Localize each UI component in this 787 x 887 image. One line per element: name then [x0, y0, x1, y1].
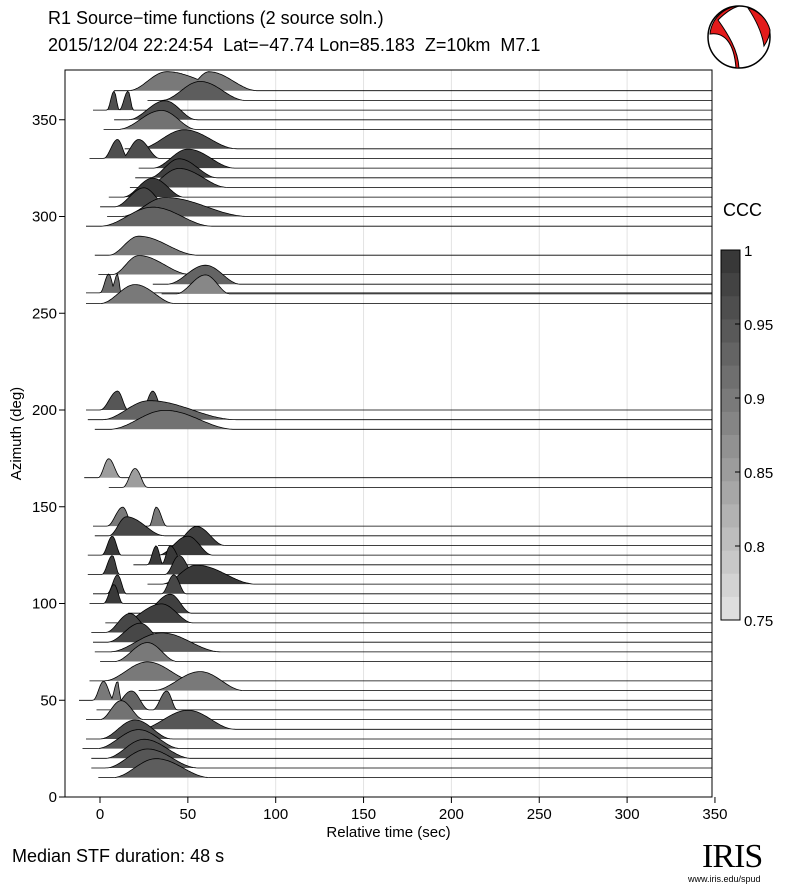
colorbar-segment: [721, 319, 740, 343]
colorbar-segment: [721, 250, 740, 274]
colorbar-title: CCC: [723, 200, 762, 220]
stf-trace: [93, 90, 712, 111]
colorbar-tick-label: 0.8: [744, 539, 765, 556]
stf-trace: [84, 458, 712, 479]
stf-trace: [158, 526, 712, 546]
stf-trace: [103, 110, 712, 130]
colorbar: 1 0.95 0.9 0.85 0.8 0.75: [720, 243, 773, 630]
y-tick-label: 350: [32, 112, 57, 129]
colorbar-segment: [721, 342, 740, 367]
y-tick-label: 250: [32, 305, 57, 322]
colorbar-tick-label: 1: [744, 243, 752, 260]
stf-trace: [108, 468, 712, 488]
event-info: 2015/12/04 22:24:54 Lat=−47.74 Lon=85.18…: [48, 35, 541, 55]
trace-group: [79, 71, 712, 778]
y-tick-label: 50: [40, 692, 57, 709]
colorbar-segment: [721, 573, 740, 598]
axes: 0 50 100 150 200 250 300 350 0 50 100 150 200 250 300 3…: [8, 112, 727, 841]
colorbar-tick-label: 0.85: [744, 465, 773, 482]
stf-trace: [133, 545, 712, 566]
stf-trace: [91, 613, 712, 633]
stf-trace: [98, 758, 712, 778]
colorbar-frame: [720, 249, 741, 621]
x-tick-label: 300: [615, 806, 640, 823]
y-tick-label: 150: [32, 499, 57, 516]
y-tick-label: 200: [32, 402, 57, 419]
x-tick-label: 50: [180, 806, 197, 823]
stf-trace: [86, 206, 712, 227]
stf-trace: [86, 284, 712, 304]
colorbar-segment: [721, 273, 740, 297]
y-tick-label: 100: [32, 596, 57, 613]
x-tick-label: 200: [439, 806, 464, 823]
x-tick-label: 0: [96, 806, 104, 823]
beachball-icon: [707, 5, 771, 69]
stf-trace: [114, 71, 712, 92]
colorbar-segment: [721, 504, 740, 528]
colorbar-segment: [721, 550, 740, 575]
x-tick-label: 100: [263, 806, 288, 823]
colorbar-segment: [721, 411, 740, 436]
median-duration-label: Median STF duration: 48 s: [12, 846, 225, 866]
stf-trace: [124, 129, 712, 150]
plot-frame: [64, 69, 713, 798]
stf-trace: [89, 139, 712, 159]
stf-trace: [94, 410, 712, 430]
chart-title: R1 Source−time functions (2 source soln.…: [48, 8, 384, 28]
iris-url: www.iris.edu/spud: [688, 874, 761, 884]
stf-trace: [94, 235, 712, 256]
colorbar-tick-label: 0.9: [744, 391, 765, 408]
stf-trace: [161, 274, 712, 295]
colorbar-segment: [721, 458, 740, 482]
x-tick-label: 250: [527, 806, 552, 823]
stf-trace: [86, 700, 712, 720]
stf-trace: [89, 584, 712, 604]
colorbar-segment: [721, 296, 740, 320]
stf-trace: [138, 671, 712, 691]
colorbar-segment: [721, 481, 740, 505]
y-axis-label: Azimuth (deg): [8, 387, 25, 480]
stf-trace: [93, 506, 712, 527]
x-axis-label: Relative time (sec): [326, 824, 450, 841]
y-tick-label: 300: [32, 209, 57, 226]
colorbar-segment: [721, 596, 740, 621]
colorbar-tick-label: 0.95: [744, 317, 773, 334]
stf-trace: [100, 642, 712, 662]
colorbar-segment: [721, 435, 740, 459]
x-tick-label: 150: [351, 806, 376, 823]
y-tick-label: 0: [49, 789, 57, 806]
x-tick-label: 350: [702, 806, 727, 823]
colorbar-segment: [721, 527, 740, 552]
colorbar-segment: [721, 388, 740, 413]
stf-trace: [147, 81, 712, 101]
grid-lines: [187, 70, 628, 797]
stf-trace: [94, 516, 712, 537]
stf-trace: [108, 177, 712, 198]
colorbar-segment: [721, 365, 740, 390]
iris-logo: IRIS: [702, 838, 763, 875]
colorbar-tick-label: 0.75: [744, 613, 773, 630]
